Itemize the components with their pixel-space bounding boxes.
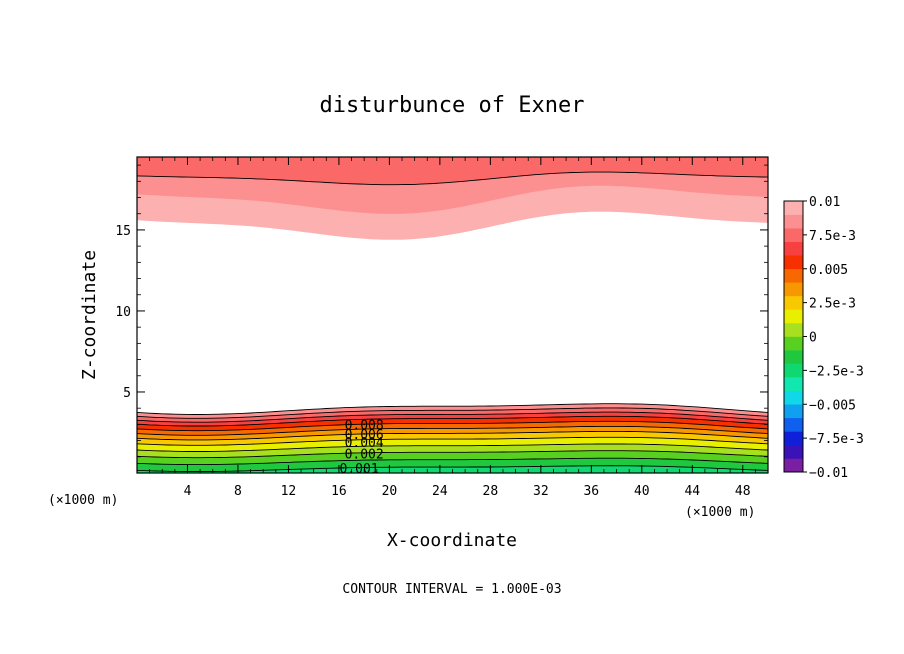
contour-label: 0.008 — [345, 418, 384, 433]
top-layer-fill — [137, 157, 768, 185]
x-tick-label: 4 — [184, 484, 192, 499]
colorbar-label: −7.5e-3 — [809, 432, 864, 447]
colorbar-label: −2.5e-3 — [809, 364, 864, 379]
colorbar-label: 0.01 — [809, 195, 840, 210]
x-tick-label: 20 — [382, 484, 398, 499]
colorbar-segment — [784, 255, 803, 270]
colorbar-label: 2.5e-3 — [809, 297, 856, 312]
y-axis-ticks: 5 10 15 — [115, 164, 768, 458]
chart-title: disturbunce of Exner — [320, 93, 585, 118]
colorbar-segment — [784, 268, 803, 283]
contour-label: 0.002 — [345, 448, 384, 463]
bottom-contour-line — [136, 407, 769, 419]
y-tick-label: 5 — [123, 386, 131, 401]
x-tick-label: 24 — [432, 484, 448, 499]
colorbar-segment — [784, 241, 803, 256]
x-tick-label: 12 — [281, 484, 297, 499]
colorbar-segment — [784, 336, 803, 351]
x-tick-label: 28 — [483, 484, 499, 499]
bottom-contour-line — [136, 415, 769, 427]
colorbar-segment — [784, 309, 803, 324]
bottom-contour-line — [136, 420, 769, 432]
colorbar-label: 0 — [809, 331, 817, 346]
bottom-contour-line — [136, 457, 769, 466]
colorbar-segment — [784, 282, 803, 297]
x-tick-label: 44 — [684, 484, 700, 499]
colorbar-segment — [784, 458, 803, 473]
colorbar-segment — [784, 228, 803, 242]
contour-lines — [136, 171, 769, 472]
x-tick-label: 36 — [583, 484, 599, 499]
contour-label: 0.004 — [345, 436, 384, 451]
x-axis-label: X-coordinate — [387, 530, 517, 551]
top-contour-line — [136, 171, 769, 186]
bottom-contour-line — [136, 436, 769, 446]
colorbar: 0.01 7.5e-3 0.005 2.5e-3 0 −2.5e-3 −0.005 −7.5e… — [783, 195, 864, 481]
bottom-contour-line — [136, 443, 769, 452]
colorbar-label: −0.005 — [809, 398, 856, 413]
colorbar-segment — [784, 214, 803, 229]
bottom-contour-line — [136, 425, 769, 436]
colorbar-segment — [784, 363, 803, 378]
colorbar-segment — [784, 390, 803, 405]
colorbar-segment — [784, 350, 803, 364]
x-tick-label: 48 — [735, 484, 751, 499]
colorbar-label: −0.01 — [809, 466, 848, 481]
x-axis-ticks: 4 8 12 16 20 24 28 32 36 40 44 48 — [149, 157, 756, 499]
y-tick-label: 10 — [115, 305, 131, 320]
contour-interval-note: CONTOUR INTERVAL = 1.000E-03 — [342, 582, 561, 597]
bottom-contour-line — [136, 465, 769, 472]
contour-label: 0.001 — [340, 462, 379, 477]
colorbar-segment — [784, 444, 803, 459]
x-unit-right: (×1000 m) — [685, 505, 755, 520]
colorbar-segment — [784, 404, 803, 419]
x-tick-label: 40 — [634, 484, 650, 499]
colorbar-segment — [784, 431, 803, 446]
contour-label: 0.006 — [345, 428, 384, 443]
bottom-contour-line — [136, 450, 769, 459]
bottom-contour-line — [136, 430, 769, 441]
x-tick-label: 32 — [533, 484, 549, 499]
colorbar-segment — [784, 201, 803, 215]
colorbar-segment — [784, 417, 803, 432]
y-tick-label: 15 — [115, 224, 131, 239]
colorbar-segment — [784, 295, 803, 310]
x-tick-label: 8 — [234, 484, 242, 499]
colorbar-segment — [784, 377, 803, 391]
bottom-contour-line — [136, 403, 769, 415]
x-unit-left: (×1000 m) — [48, 493, 118, 508]
bottom-contour-line — [136, 411, 769, 423]
colorbar-label: 7.5e-3 — [809, 229, 856, 244]
colorbar-label: 0.005 — [809, 263, 848, 278]
colorbar-segment — [784, 322, 803, 337]
y-axis-label: Z-coordinate — [79, 250, 100, 380]
x-tick-label: 16 — [331, 484, 347, 499]
